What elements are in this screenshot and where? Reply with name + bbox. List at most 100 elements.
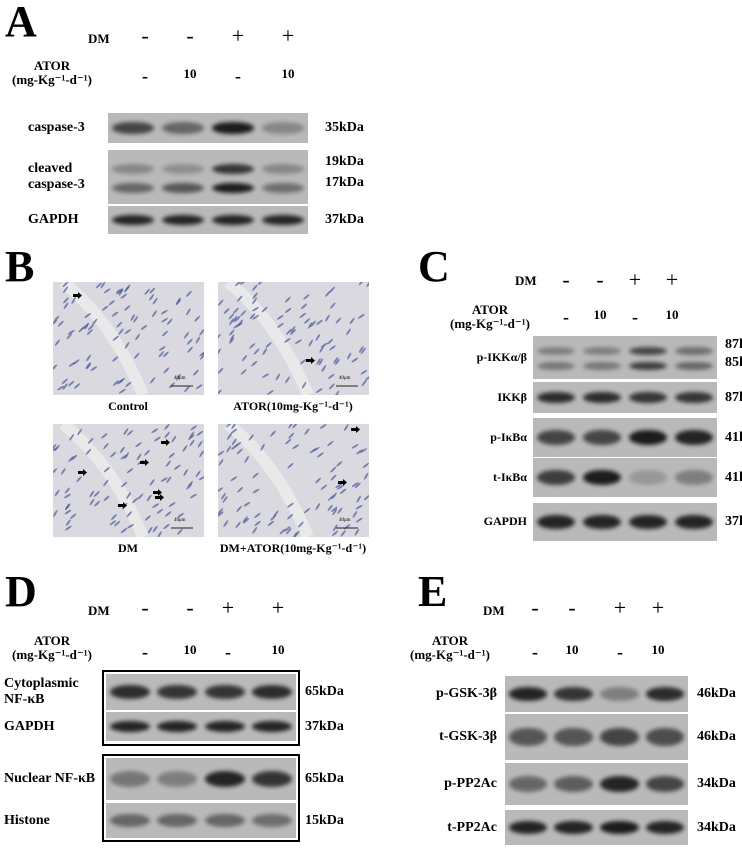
arrow-icon [338,479,347,486]
blot-band [262,214,304,226]
blot-band [600,687,639,701]
micrograph: 40μm [218,424,369,537]
blot-band [112,163,154,175]
blot-label: GAPDH [483,514,527,528]
blot-band [582,346,622,356]
ator-label: ATOR [33,58,71,73]
blot-label: Cytoplasmic [4,676,79,691]
scale-bar-label: 40μm [174,518,186,523]
blot-band [508,776,548,792]
blot-band [109,685,150,699]
ator-dose: - [632,307,638,327]
blot-label: t-PP2Ac [447,819,497,835]
blot-label: caspase-3 [28,177,85,192]
kda-label: 37kDa [305,718,344,734]
dm-sign: + [651,595,665,620]
blot-strip [533,503,717,541]
blot-band [536,346,576,356]
arrow-icon [78,469,87,476]
dm-sign: + [231,23,245,48]
ator-dose: - [532,642,538,662]
blot-label: Nuclear NF-κB [4,771,96,786]
dm-sign: - [186,595,194,620]
kda-label: 85kDa [725,354,742,370]
blot-band [554,820,593,835]
blot-band [162,182,204,193]
dm-label: DM [515,273,537,288]
micrograph-caption: ATOR(10mg-Kg⁻¹-d⁻¹) [233,399,353,413]
dm-sign: + [613,595,627,620]
blot-band [674,346,714,356]
arrow-icon [155,494,164,501]
scale-bar-label: 40μm [339,518,351,523]
blot-band [157,771,198,787]
blot-band [600,728,639,746]
blot-strip [533,418,717,457]
ator-label: ATOR [431,633,469,648]
blot-band [204,771,245,787]
ator-dose: 10 [593,307,607,322]
blot-band [212,163,254,175]
cytoplasmic-box [102,670,300,746]
blot-strip [533,336,717,379]
blot-strip [106,712,296,741]
blot-label: GAPDH [28,212,79,227]
blot-label: cleaved [28,161,73,176]
blot-strip [108,113,308,143]
blot-band [674,430,714,445]
kda-label: 87kDa [725,389,742,405]
blot-band [252,771,293,787]
blot-label: t-GSK-3β [439,729,497,744]
blot-band [212,214,254,226]
arrow-icon [351,426,360,433]
blot-band [109,771,150,787]
blot-band [204,720,245,732]
blot-label: t-IκBα [492,469,527,484]
tissue-image [53,282,204,395]
dm-sign: + [628,267,642,292]
kda-label: 41kDa [725,429,742,445]
blot-label: Histone [4,812,50,828]
tissue-image [53,424,204,537]
micrograph: 40μm [53,424,204,537]
blot-band [645,728,685,746]
arrow-icon [140,459,149,466]
micrograph-caption: DM+ATOR(10mg-Kg⁻¹-d⁻¹) [219,541,367,555]
arrow-icon [161,439,170,446]
ator-label: ATOR [33,633,71,648]
blot-band [536,430,576,445]
blot-strip [106,758,296,800]
blot-band [554,728,593,746]
dm-sign: - [568,595,576,620]
panel-letter-B: B [5,242,35,291]
blot-band [508,820,548,835]
blot-band [157,720,198,732]
blot-band [582,470,622,485]
blot-band [628,391,668,404]
scale-bar-label: 40μm [339,376,351,381]
panel-letter-E: E [418,567,448,616]
dm-sign: + [271,595,285,620]
dm-sign: - [596,267,604,292]
kda-label: 46kDa [697,729,736,744]
blot-strip [505,714,688,760]
blot-band [508,728,548,746]
kda-label: 34kDa [697,819,736,835]
dm-sign: - [531,595,539,620]
dm-sign: + [665,267,679,292]
micrograph-caption: DM [118,541,138,555]
blot-band [674,361,714,371]
scale-bar-label: 40μm [174,376,186,381]
ator-dose: 10 [183,642,197,657]
blot-strip [108,206,308,234]
blot-band [204,813,245,828]
blot-band [645,687,685,701]
blot-band [554,687,593,701]
blot-band [536,391,576,404]
blot-band [157,813,198,828]
ator-unit: (mg-Kg⁻¹-d⁻¹) [11,647,93,662]
arrow-icon [153,489,162,496]
blot-strip [108,150,308,204]
kda-label: 65kDa [305,684,344,699]
